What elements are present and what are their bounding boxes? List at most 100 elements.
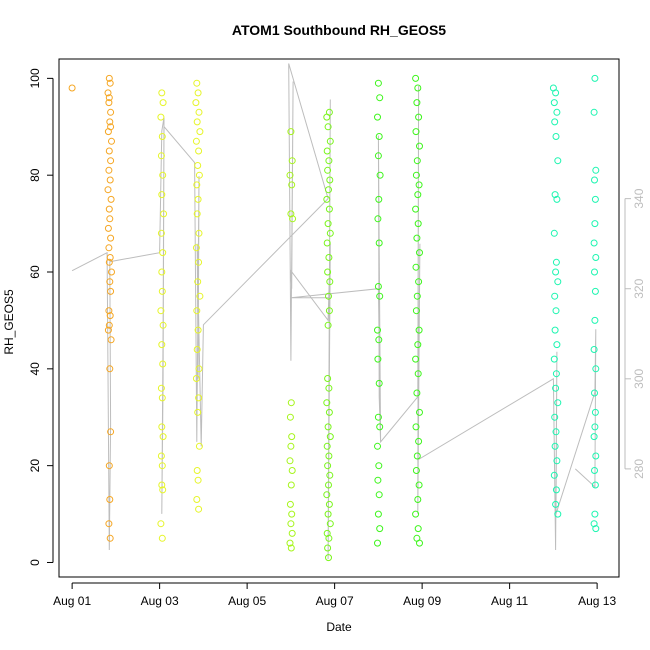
data-point [106, 79, 114, 87]
data-point [159, 433, 167, 441]
data-point [105, 258, 113, 266]
data-point [323, 239, 331, 247]
data-point [591, 481, 599, 489]
data-point [415, 437, 423, 445]
data-point [412, 467, 420, 474]
data-point [159, 321, 167, 329]
data-point [375, 195, 383, 203]
data-point [591, 74, 599, 82]
data-point [158, 394, 166, 402]
data-point [324, 321, 332, 329]
data-point [591, 408, 599, 416]
data-point [157, 229, 165, 237]
data-point [323, 399, 331, 407]
data-point [193, 467, 201, 474]
y2-tick-label: 340 [632, 188, 646, 208]
data-point [324, 462, 332, 470]
data-point [591, 467, 598, 474]
data-point [195, 108, 203, 116]
data-point [375, 491, 383, 499]
y-tick-label: 100 [28, 68, 42, 88]
data-point [287, 520, 295, 528]
y2-tick-label: 280 [632, 459, 646, 479]
data-point [106, 254, 114, 261]
data-point [193, 496, 201, 503]
data-point [157, 384, 165, 392]
data-point [551, 191, 559, 199]
data-point [413, 389, 421, 397]
x-axis: Aug 01 Aug 03 Aug 05 Aug 07 Aug 09 Aug 11 Aug … [53, 582, 616, 608]
data-point [414, 370, 422, 378]
data-point [105, 147, 113, 155]
data-point [159, 360, 167, 368]
data-point [193, 118, 201, 126]
data-point [325, 481, 332, 489]
data-point [192, 244, 200, 252]
data-point [376, 94, 384, 102]
data-point [105, 94, 113, 102]
data-point [374, 539, 381, 547]
data-point [550, 355, 558, 363]
data-point [324, 544, 332, 552]
data-point [324, 123, 332, 131]
data-point [193, 181, 201, 189]
data-point [415, 181, 423, 189]
plot-frame [58, 58, 620, 578]
data-point [325, 157, 333, 165]
data-point [325, 108, 333, 116]
data-point [108, 137, 115, 145]
data-point [195, 505, 203, 513]
data-point [554, 399, 562, 407]
data-point [415, 481, 423, 489]
data-point [105, 205, 113, 213]
data-point [324, 220, 332, 228]
data-point [375, 336, 383, 344]
data-point [413, 99, 421, 107]
data-point [412, 74, 420, 82]
secondary-trace [71, 63, 597, 560]
data-point [287, 481, 295, 489]
data-point [104, 89, 112, 97]
data-point [416, 539, 423, 547]
data-point [416, 249, 423, 257]
x-tick-label: Aug 09 [403, 594, 441, 608]
data-point [196, 128, 204, 136]
data-point [412, 355, 420, 363]
data-point [159, 99, 167, 107]
data-point [192, 375, 200, 382]
data-point [375, 379, 383, 387]
data-point [107, 287, 115, 295]
data-point [287, 128, 295, 136]
data-point [590, 108, 598, 116]
data-point [287, 442, 295, 450]
data-point [324, 423, 332, 431]
data-point [554, 157, 562, 165]
data-point [591, 423, 599, 431]
data-point [591, 195, 599, 203]
data-point [413, 234, 421, 242]
data-point [374, 79, 382, 87]
data-point [288, 157, 296, 165]
data-point [105, 166, 113, 174]
data-point [195, 171, 203, 179]
data-point [414, 220, 422, 228]
data-point [554, 278, 562, 286]
data-point [105, 99, 113, 107]
data-point [552, 89, 560, 97]
data-point [106, 176, 114, 184]
data-point [416, 408, 423, 416]
data-point [323, 195, 331, 203]
data-point [550, 471, 558, 479]
data-point [551, 118, 559, 126]
data-point [325, 534, 333, 542]
data-point [194, 195, 202, 203]
data-point [107, 108, 115, 116]
x-tick-label: Aug 11 [491, 594, 528, 608]
data-point [325, 452, 333, 460]
data-point [288, 529, 296, 537]
data-point [323, 147, 331, 155]
data-point [414, 496, 422, 503]
data-point [552, 428, 560, 436]
y-tick-label: 40 [28, 362, 42, 376]
x-tick-label: Aug 03 [141, 594, 179, 608]
